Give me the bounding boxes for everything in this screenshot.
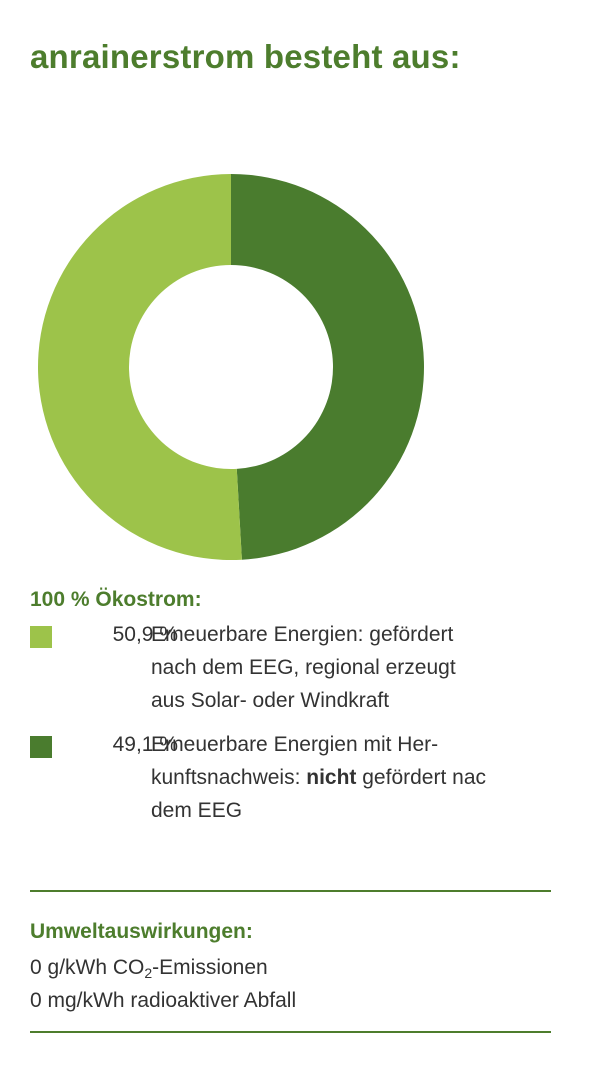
donut-slice-1 [231,174,424,560]
legend-description: Erneuerbare Energien mit Her- kunftsnach… [151,728,571,827]
legend-item-renewable-eeg: 50,9 % Erneuerbare Energien: gefördert n… [30,618,575,718]
impact-radioactive: 0 mg/kWh radioaktiver Abfall [30,989,297,1012]
legend-swatch-dark-green [30,736,52,758]
legend-line: nach dem EEG, regional erzeugt [151,656,456,679]
donut-slice-2 [37,174,242,560]
impact-co2-subscript: 2 [144,965,153,981]
legend-value: 50,9 % [112,623,178,646]
legend-item-renewable-origin: 49,1 % Erneuerbare Energien mit Her- kun… [30,728,575,828]
legend-text-bold: nicht [306,766,357,789]
donut-chart [37,174,424,560]
legend-text: kunftsnachweis: [151,766,307,789]
legend-line: kunftsnachweis: nicht gefördert nac [151,761,571,794]
legend-line: Erneuerbare Energien mit Her- [151,733,439,756]
legend-swatch-light-green [30,626,52,648]
impact-heading: Umweltauswirkungen: [30,920,253,943]
legend-description: Erneuerbare Energien: gefördert nach dem… [151,618,571,717]
legend-text: gefördert nac [356,766,487,789]
legend-line: aus Solar- oder Windkraft [151,689,390,712]
impact-co2-text: 0 g/kWh CO [30,956,145,979]
legend-heading: 100 % Ökostrom: [30,588,202,611]
brand-name-bold: anrainer [30,38,162,75]
divider-top [30,890,551,892]
impact-co2-suffix: -Emissionen [152,956,268,979]
title-rest: strom besteht aus: [161,38,461,75]
legend-value: 49,1 % [112,733,178,756]
legend-line: dem EEG [151,799,243,822]
page-title: anrainerstrom besteht aus: [30,38,461,76]
impact-co2: 0 g/kWh CO2-Emissionen [30,951,268,984]
divider-bottom [30,1031,551,1033]
legend-line: Erneuerbare Energien: gefördert [151,623,454,646]
